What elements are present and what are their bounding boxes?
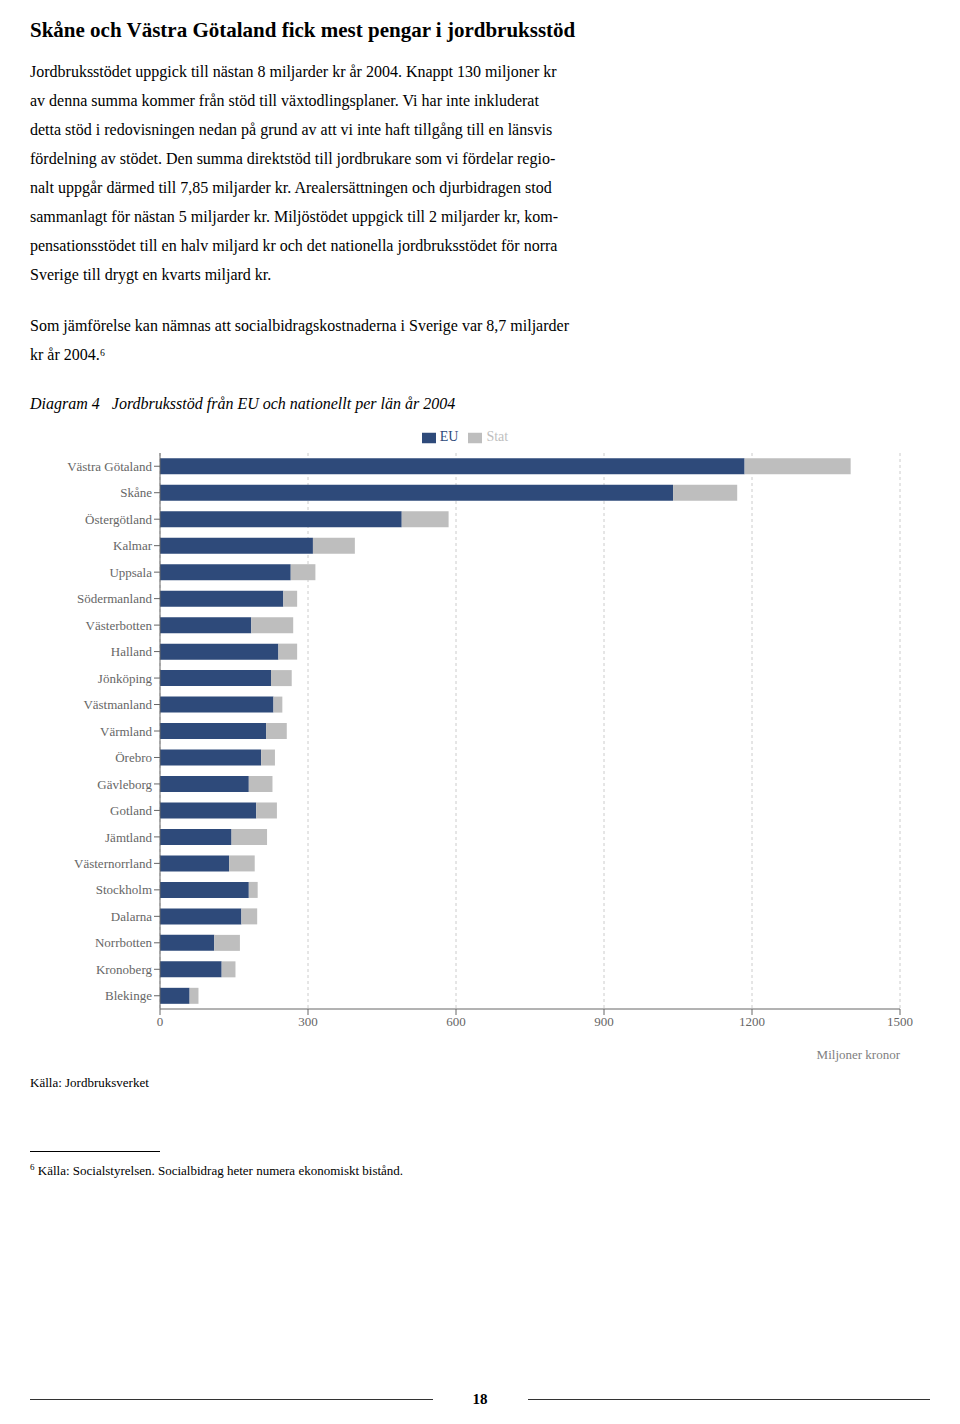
html-text:18: 18 [472, 1391, 488, 1407]
svg-text:Miljoner kronor: Miljoner kronor [817, 1047, 901, 1062]
html-text:sammanlagt för nästan 5 miljar: sammanlagt för nästan 5 miljarder kr. Mi… [30, 208, 559, 225]
html-text:Källa: Jordbruksverket: Källa: Jordbruksverket [30, 1075, 149, 1090]
svg-text:Dalarna: Dalarna [111, 909, 152, 924]
svg-text:Blekinge: Blekinge [105, 988, 152, 1003]
html-text:Skåne och Västra Götaland fick: Skåne och Västra Götaland fick mest peng… [30, 18, 576, 42]
svg-text:Västernorrland: Västernorrland [74, 856, 152, 871]
svg-text:Örebro: Örebro [115, 750, 152, 765]
svg-text:Västra Götaland: Västra Götaland [67, 459, 152, 474]
svg-text:Halland: Halland [111, 644, 153, 659]
svg-text:900: 900 [594, 1014, 614, 1029]
svg-text:Västmanland: Västmanland [83, 697, 152, 712]
svg-text:Östergötland: Östergötland [85, 512, 152, 527]
svg-text:300: 300 [298, 1014, 318, 1029]
html-text:nalt uppgår därmed till 7,85 m: nalt uppgår därmed till 7,85 miljarder k… [30, 179, 552, 196]
html-text:Stat: Stat [486, 429, 509, 444]
html-text:pensationsstödet till en halv: pensationsstödet till en halv miljard kr… [30, 237, 558, 254]
svg-text:Norrbotten: Norrbotten [95, 935, 153, 950]
html-text:av denna summa kommer från stö: av denna summa kommer från stöd till väx… [30, 92, 539, 109]
svg-text:Stockholm: Stockholm [96, 882, 152, 897]
svg-text:1500: 1500 [887, 1014, 913, 1029]
html-text:Jordbruksstödet uppgick till n: Jordbruksstödet uppgick till nästan 8 mi… [30, 63, 557, 80]
html-text:6Källa: Socialstyrelsen. Socia: 6Källa: Socialstyrelsen. Socialbidrag he… [30, 1162, 404, 1179]
html-text:detta stöd i redovisningen ned: detta stöd i redovisningen nedan på grun… [30, 121, 553, 138]
svg-text:Kronoberg: Kronoberg [96, 962, 153, 977]
svg-text:Skåne: Skåne [120, 485, 152, 500]
svg-text:Södermanland: Södermanland [77, 591, 153, 606]
svg-text:Uppsala: Uppsala [109, 565, 152, 580]
svg-text:Jönköping: Jönköping [98, 671, 153, 686]
svg-text:Gotland: Gotland [110, 803, 152, 818]
html-text:Sverige till drygt en kvarts m: Sverige till drygt en kvarts miljard kr. [30, 266, 272, 283]
html-text:fördelning av stödet. Den summ: fördelning av stödet. Den summa direktst… [30, 150, 556, 167]
html-text:EU: EU [439, 429, 459, 444]
svg-text:Västerbotten: Västerbotten [86, 618, 153, 633]
svg-text:Gävleborg: Gävleborg [97, 777, 152, 792]
svg-text:Jämtland: Jämtland [105, 830, 152, 845]
svg-text:1200: 1200 [739, 1014, 765, 1029]
svg-text:Värmland: Värmland [100, 724, 152, 739]
svg-text:600: 600 [446, 1014, 466, 1029]
svg-text:Kalmar: Kalmar [113, 538, 153, 553]
svg-text:0: 0 [157, 1014, 164, 1029]
html-text:Diagram 4 Jordbruksstöd från E: Diagram 4 Jordbruksstöd från EU och nati… [30, 395, 456, 412]
html-text:kr år 2004.⁶: kr år 2004.⁶ [30, 346, 106, 363]
html-text:Som jämförelse kan nämnas att: Som jämförelse kan nämnas att socialbidr… [30, 317, 569, 334]
